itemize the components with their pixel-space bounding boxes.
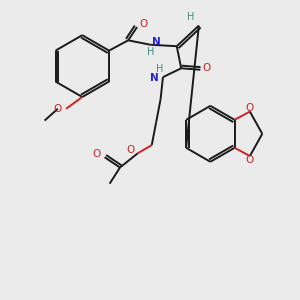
Text: N: N [152,38,161,47]
Text: O: O [246,103,254,113]
Text: H: H [147,47,154,57]
Text: O: O [54,104,62,114]
Text: H: H [156,64,163,74]
Text: O: O [203,63,211,73]
Text: O: O [246,154,254,165]
Text: O: O [140,19,148,29]
Text: O: O [126,145,135,155]
Text: H: H [187,12,194,22]
Text: O: O [92,149,101,159]
Text: N: N [150,73,159,83]
